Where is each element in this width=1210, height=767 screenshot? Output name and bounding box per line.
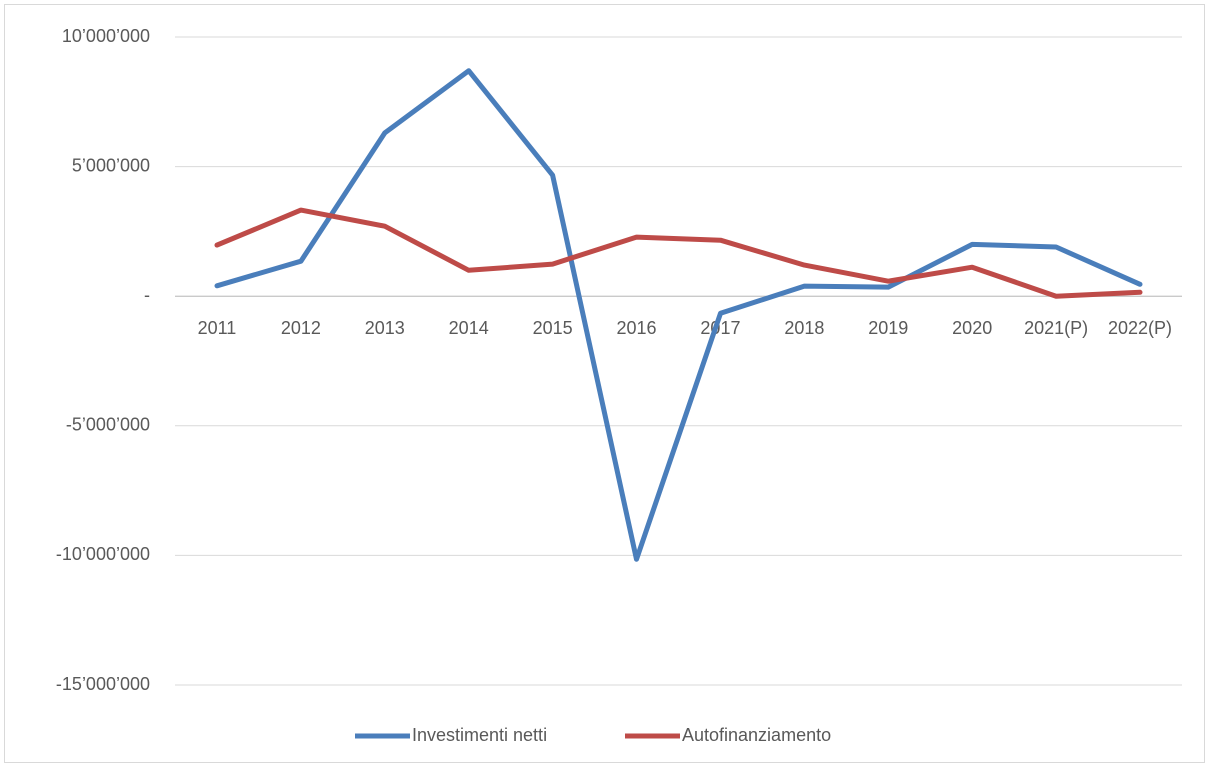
x-tick-label: 2018 <box>784 318 824 338</box>
x-tick-label: 2020 <box>952 318 992 338</box>
y-tick-label: -5’000’000 <box>66 415 150 435</box>
legend-label: Investimenti netti <box>412 725 547 745</box>
x-tick-label: 2015 <box>533 318 573 338</box>
x-tick-label: 2022(P) <box>1108 318 1172 338</box>
y-tick-label: -15’000’000 <box>56 674 150 694</box>
y-tick-label: 5’000’000 <box>72 155 150 175</box>
x-tick-label: 2012 <box>281 318 321 338</box>
x-tick-label: 2016 <box>617 318 657 338</box>
legend-label: Autofinanziamento <box>682 725 831 745</box>
chart-border <box>4 4 1205 763</box>
x-tick-label: 2011 <box>198 318 237 338</box>
y-tick-label: - <box>144 285 150 305</box>
x-tick-label: 2019 <box>868 318 908 338</box>
x-tick-label: 2014 <box>449 318 489 338</box>
y-tick-label: 10’000’000 <box>62 26 150 46</box>
x-tick-label: 2013 <box>365 318 405 338</box>
y-tick-label: -10’000’000 <box>56 544 150 564</box>
series-line <box>214 68 1143 562</box>
x-tick-label: 2017 <box>700 318 740 338</box>
series-line <box>214 207 1143 299</box>
x-tick-label: 2021(P) <box>1024 318 1088 338</box>
